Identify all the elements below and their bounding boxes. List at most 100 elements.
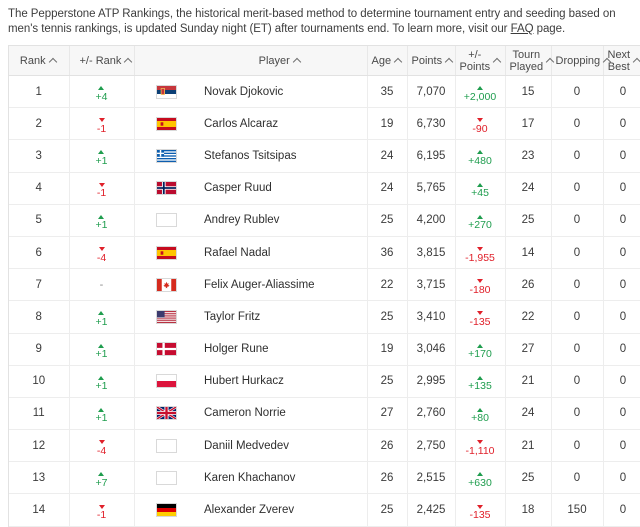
faq-link[interactable]: FAQ: [510, 23, 534, 35]
column-header-points-diff[interactable]: +/- Points: [455, 46, 506, 76]
rank-change-indicator: +1: [96, 343, 107, 360]
table-row[interactable]: 9 +1 Holger Rune 19 3,046 +170 27 0 0: [9, 333, 640, 366]
chevron-up-icon: [50, 57, 58, 65]
table-row[interactable]: 2 -1 Carlos Alcaraz 19 6,730 -90 17 0 0: [9, 107, 640, 141]
cell-rank: 1: [9, 75, 70, 109]
uk-flag: [155, 406, 177, 421]
cell-player-name[interactable]: Holger Rune: [194, 333, 368, 366]
triangle-up-icon: [98, 343, 105, 348]
triangle-up-icon: [98, 86, 105, 91]
column-header-age[interactable]: Age: [367, 46, 408, 76]
column-header-rank-diff[interactable]: +/- Rank: [69, 46, 135, 76]
column-header-rank[interactable]: Rank: [9, 46, 70, 76]
cell-rank-change: -4: [69, 236, 135, 270]
table-row[interactable]: 1 +4 Novak Djokovic 35 7,070 +2,000 15 0 0: [9, 75, 640, 109]
triangle-up-icon: [477, 375, 483, 380]
cell-next-best: 0: [603, 107, 640, 141]
cell-player-name[interactable]: Felix Auger-Aliassime: [194, 268, 368, 302]
cell-points: 2,750: [407, 429, 456, 463]
triangle-up-icon: [477, 214, 483, 219]
cell-country-flag: [134, 333, 194, 366]
column-header-dropping[interactable]: Dropping: [551, 46, 604, 76]
column-header-dropping-label: Dropping: [555, 54, 601, 67]
rank-change-indicator: -4: [97, 440, 106, 456]
cell-points: 2,515: [407, 461, 456, 495]
cell-player-name[interactable]: Casper Ruud: [194, 172, 368, 205]
points-change-value: -180: [469, 283, 491, 296]
cell-age: 24: [367, 172, 408, 205]
cell-player-name[interactable]: Carlos Alcaraz: [194, 107, 368, 141]
triangle-up-icon: [98, 214, 105, 219]
cell-tourn-played: 21: [505, 365, 552, 398]
cell-age: 35: [367, 75, 408, 109]
cell-rank: 7: [9, 268, 70, 302]
points-change-indicator: +80: [471, 407, 489, 424]
cell-next-best: 0: [603, 365, 640, 398]
cell-player-name[interactable]: Stefanos Tsitsipas: [194, 139, 368, 173]
cell-player-name[interactable]: Hubert Hurkacz: [194, 365, 368, 398]
cell-player-name[interactable]: Novak Djokovic: [194, 75, 368, 109]
cell-tourn-played: 14: [505, 236, 552, 270]
points-change-indicator: +2,000: [464, 86, 496, 102]
triangle-down-icon: [98, 440, 105, 445]
table-row[interactable]: 8 +1 Taylor Fritz 25 3,410 -135 22 0 0: [9, 300, 640, 334]
cell-age: 36: [367, 236, 408, 270]
chevron-up-icon: [634, 57, 640, 65]
cell-points-change: +45: [455, 172, 506, 205]
column-header-next-best[interactable]: Next Best: [603, 46, 640, 76]
cell-player-name[interactable]: Karen Khachanov: [194, 461, 368, 495]
table-row[interactable]: 6 -4 Rafael Nadal 36 3,815 -1,955 14 0 0: [9, 236, 640, 270]
triangle-up-icon: [476, 86, 483, 91]
cell-player-name[interactable]: Taylor Fritz: [194, 300, 368, 334]
header-row: Rank +/- Rank Player: [9, 46, 640, 76]
rank-change-indicator: +1: [95, 375, 108, 393]
rank-change-value: +1: [95, 380, 108, 393]
cell-points-change: -1,955: [455, 236, 506, 270]
triangle-down-icon: [476, 311, 483, 316]
cell-player-name[interactable]: Andrey Rublev: [194, 204, 368, 237]
denmark-flag: [155, 342, 177, 357]
points-change-indicator: +45: [471, 182, 489, 199]
column-header-points[interactable]: Points: [407, 46, 456, 76]
rankings-table-container: Rank +/- Rank Player: [8, 45, 640, 527]
cell-player-name[interactable]: Daniil Medvedev: [194, 429, 368, 463]
triangle-down-icon: [476, 279, 483, 284]
table-row[interactable]: 13 +7 Karen Khachanov 26 2,515 +630 25 0 0: [9, 461, 640, 495]
cell-points-change: +630: [455, 461, 506, 495]
cell-rank-change: +1: [69, 300, 135, 334]
cell-player-name[interactable]: Cameron Norrie: [194, 397, 368, 431]
cell-next-best: 0: [603, 236, 640, 270]
table-row[interactable]: 12 -4 Daniil Medvedev 26 2,750 -1,110 21 0 0: [9, 429, 640, 463]
cell-next-best: 0: [603, 429, 640, 463]
triangle-up-icon: [477, 182, 483, 187]
column-header-player[interactable]: Player: [194, 46, 368, 76]
cell-dropping: 0: [551, 300, 604, 334]
triangle-down-icon: [98, 504, 105, 509]
rank-change-indicator: -4: [97, 247, 106, 263]
table-row[interactable]: 3 +1 Stefanos Tsitsipas 24 6,195 +480 23 0 0: [9, 139, 640, 173]
column-header-tourn-line1: Tourn: [512, 48, 541, 61]
rankings-table: Rank +/- Rank Player: [9, 46, 640, 527]
cell-dropping: 0: [551, 397, 604, 431]
table-row[interactable]: 11 +1 Cameron Norrie 27 2,760 +80 24 0 0: [9, 397, 640, 431]
table-row[interactable]: 4 -1 Casper Ruud 24 5,765 +45 24 0 0: [9, 172, 640, 205]
column-header-next-line1: Next: [607, 48, 631, 61]
cell-points: 2,760: [407, 397, 456, 431]
spain-flag: [155, 116, 177, 131]
cell-player-name[interactable]: Rafael Nadal: [194, 236, 368, 270]
rank-change-value: +1: [95, 315, 108, 328]
table-row[interactable]: 5 +1 Andrey Rublev 25 4,200 +270 25 0 0: [9, 204, 640, 237]
rank-change-indicator: +4: [96, 86, 107, 102]
cell-dropping: 0: [551, 107, 604, 141]
table-row[interactable]: 10 +1 Hubert Hurkacz 25 2,995 +135 21 0 0: [9, 365, 640, 398]
rank-change-value: +7: [95, 476, 108, 489]
points-change-indicator: +630: [468, 472, 492, 488]
cell-dropping: 0: [551, 139, 604, 173]
table-row[interactable]: 7- Felix Auger-Aliassime 22 3,715 -180 26 0 0: [9, 268, 640, 302]
points-change-value: +135: [468, 380, 492, 393]
column-header-tourn-played[interactable]: Tourn Played: [505, 46, 552, 76]
cell-rank: 2: [9, 107, 70, 141]
cell-dropping: 0: [551, 268, 604, 302]
cell-next-best: 0: [603, 333, 640, 366]
cell-country-flag: [134, 75, 194, 109]
